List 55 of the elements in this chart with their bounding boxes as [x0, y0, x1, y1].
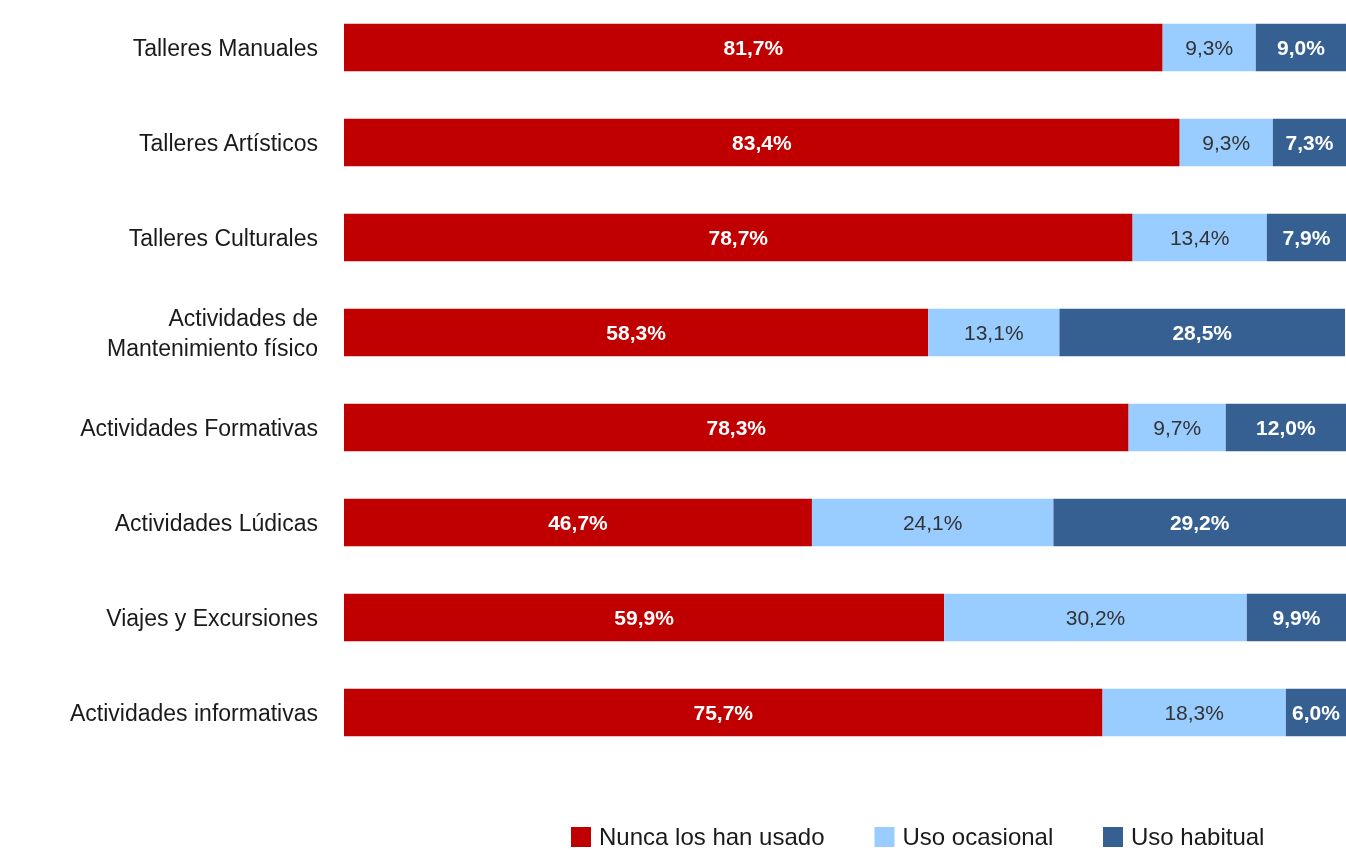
bar — [1162, 23, 1256, 72]
data-label: 13,1% — [964, 320, 1024, 344]
data-label: 78,7% — [708, 225, 769, 249]
data-label: 9,9% — [1272, 605, 1321, 629]
y-tick-label: Actividades Lúdicas — [114, 509, 318, 536]
bar — [1246, 593, 1346, 642]
bar — [1053, 498, 1346, 547]
bar — [344, 688, 1103, 737]
legend-label: Uso habitual — [1131, 823, 1265, 850]
bar — [344, 593, 945, 642]
data-label: 75,7% — [693, 700, 754, 724]
y-tick-label: Talleres Culturales — [128, 224, 318, 251]
data-label: 28,5% — [1172, 320, 1233, 344]
bar — [1059, 308, 1345, 357]
data-label: 9,7% — [1153, 415, 1202, 439]
data-label: 29,2% — [1169, 510, 1230, 534]
data-label: 12,0% — [1256, 415, 1316, 439]
data-label: 9,3% — [1185, 35, 1234, 59]
y-tick-label: Viajes y Excursiones — [106, 604, 318, 631]
data-label: 81,7% — [723, 35, 784, 59]
bar — [1132, 213, 1267, 262]
data-label: 6,0% — [1292, 700, 1341, 724]
bar — [928, 308, 1060, 357]
y-tick-label: Talleres Artísticos — [139, 129, 318, 156]
y-tick-label: Actividades de Mantenimiento físico — [107, 304, 318, 361]
data-label: 83,4% — [732, 130, 792, 154]
data-label: 7,9% — [1282, 225, 1331, 249]
bar — [344, 213, 1133, 262]
bar — [811, 498, 1054, 547]
data-label: 78,3% — [706, 415, 767, 439]
data-label: 30,2% — [1065, 605, 1126, 629]
data-label: 58,3% — [606, 320, 667, 344]
bar — [944, 593, 1247, 642]
legend-label: Nunca los han usado — [599, 823, 825, 850]
data-label: 13,4% — [1169, 225, 1230, 249]
bar — [344, 118, 1180, 167]
bar — [1179, 118, 1273, 167]
bar — [344, 308, 929, 357]
bar — [1128, 403, 1226, 452]
data-label: 18,3% — [1164, 700, 1224, 724]
y-tick-label: Actividades informativas — [70, 699, 318, 726]
y-tick-label: Actividades Formativas — [80, 414, 318, 441]
legend-label: Uso ocasional — [902, 823, 1054, 850]
bar — [344, 403, 1129, 452]
data-label: 7,3% — [1285, 130, 1334, 154]
data-label: 24,1% — [902, 510, 963, 534]
y-tick-label: Talleres Manuales — [132, 34, 318, 61]
data-label: 9,0% — [1276, 35, 1326, 59]
bar — [344, 498, 812, 547]
data-label: 9,3% — [1202, 130, 1251, 154]
bar — [344, 23, 1163, 72]
bar — [1225, 403, 1346, 452]
bar — [1102, 688, 1286, 737]
data-label: 46,7% — [548, 510, 609, 534]
data-label: 59,9% — [614, 605, 675, 629]
